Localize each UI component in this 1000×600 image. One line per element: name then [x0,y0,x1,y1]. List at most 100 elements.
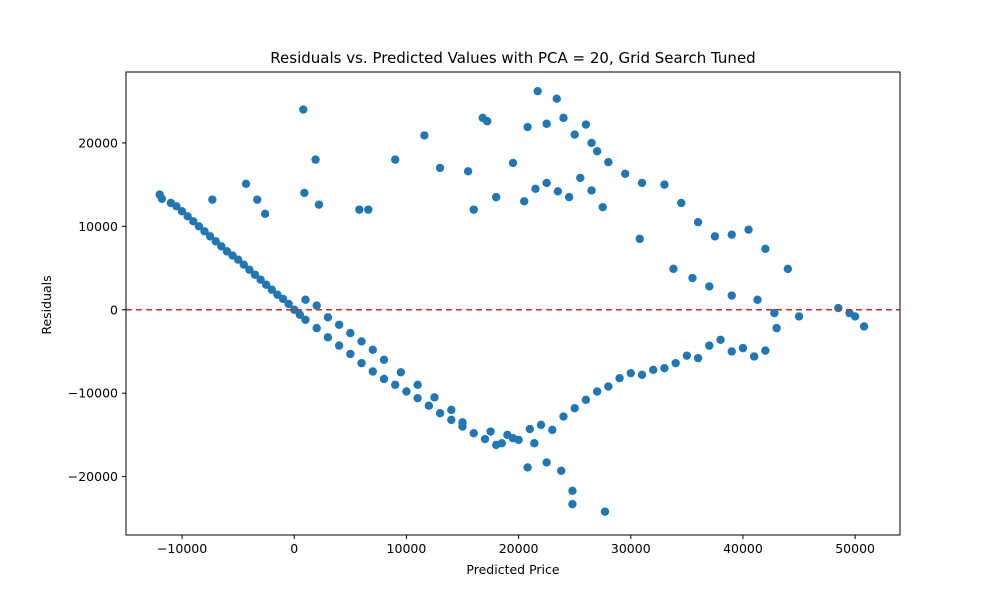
data-point [334,320,344,329]
data-point [592,387,602,396]
data-point [570,130,579,139]
x-axis-label: Predicted Price [466,562,559,577]
data-point [604,157,613,167]
data-point [564,192,574,202]
data-point [208,195,217,204]
data-point [391,155,400,164]
data-point [312,323,321,333]
data-point [682,351,692,360]
data-point [413,393,422,403]
data-point [447,405,456,415]
data-point [314,200,324,209]
data-point [693,217,703,227]
data-point [727,230,736,239]
data-point [598,202,607,212]
data-point [435,409,445,418]
data-point [744,225,753,234]
data-point [677,198,686,208]
data-point [267,285,277,294]
data-point [508,158,518,168]
data-point [637,178,647,188]
chart-title: Residuals vs. Predicted Values with PCA … [270,49,755,67]
data-point [300,188,309,198]
data-point [368,367,377,376]
data-point [576,173,585,183]
x-tick-label: 50000 [835,541,875,556]
data-point [299,105,308,114]
data-point [772,323,781,333]
data-point [311,155,320,164]
data-point [559,113,568,123]
data-point [649,365,658,375]
data-point [850,312,860,321]
data-point [172,202,181,211]
data-point [604,382,613,391]
x-tick-label: 40000 [723,541,763,556]
data-point [497,439,506,448]
data-point [669,264,678,274]
data-point [435,163,445,173]
data-point [536,420,546,430]
data-point [738,343,748,353]
data-point [533,86,542,96]
data-point [770,308,779,318]
x-axis-ticks: −10000 0 10000 20000 30000 40000 50000 [157,535,875,556]
data-point [424,401,434,410]
data-point [253,195,262,204]
y-tick-label: −20000 [68,469,118,484]
data-point [194,222,204,231]
data-point [710,232,720,241]
data-point [312,301,321,310]
data-point [705,341,714,350]
data-point [552,94,561,103]
data-point [568,486,577,495]
data-point [262,280,271,289]
data-point [761,244,770,254]
data-point [523,122,532,132]
data-point [600,507,610,516]
data-point [693,353,703,363]
data-point [486,427,495,436]
data-point [620,169,630,178]
data-point [716,335,725,344]
data-point [420,131,429,140]
data-point [615,373,624,383]
data-point [301,315,310,324]
data-point [458,418,467,427]
data-point [290,305,299,314]
data-point [323,313,333,322]
data-point [727,291,736,300]
data-point [491,192,501,202]
data-point [483,117,492,126]
data-point [508,434,518,443]
data-point [402,387,411,396]
data-point [211,237,220,246]
data-point [157,194,167,204]
data-point [241,179,251,188]
data-point [530,439,539,448]
data-point [749,352,759,361]
data-point [260,209,270,219]
data-point [430,393,439,402]
data-point [301,295,310,304]
data-point [727,347,736,356]
y-tick-label: 0 [110,302,118,317]
data-point [761,346,770,355]
data-point [177,207,187,216]
data-point [391,380,400,390]
y-axis-ticks: −20000 −10000 0 10000 20000 [68,135,126,484]
data-point [245,265,254,274]
x-tick-label: 30000 [611,541,651,556]
data-point [346,328,355,338]
data-point [323,333,333,342]
data-point [379,355,389,365]
data-point [753,295,762,304]
data-point [469,429,478,438]
data-point [587,138,596,148]
data-point [334,341,344,350]
data-point [542,178,551,188]
data-point [626,368,635,378]
data-point [523,463,532,472]
data-point [635,234,644,244]
